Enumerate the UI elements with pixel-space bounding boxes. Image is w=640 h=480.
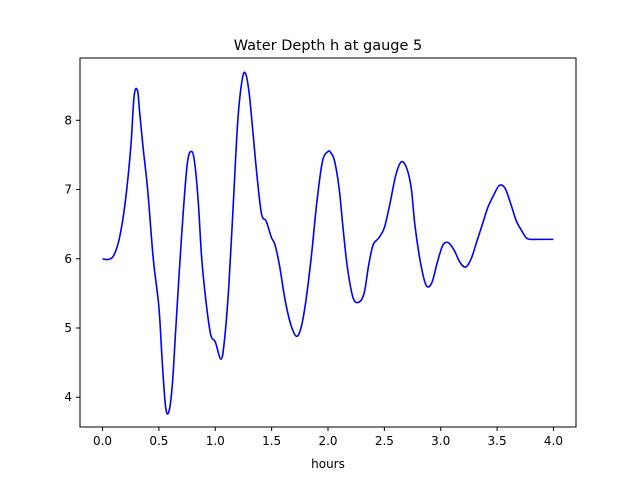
x-axis-label: hours <box>311 457 345 471</box>
x-tick-label: 2.0 <box>318 434 337 448</box>
x-tick-label: 1.0 <box>206 434 225 448</box>
x-tick-label: 3.0 <box>431 434 450 448</box>
y-tick-label: 4 <box>64 390 72 404</box>
plot-area <box>102 71 554 415</box>
chart-title: Water Depth h at gauge 5 <box>234 38 422 54</box>
series-line-0 <box>102 71 554 415</box>
x-tick-label: 2.5 <box>375 434 394 448</box>
x-tick-label: 0.5 <box>149 434 168 448</box>
x-axis: 0.0 0.5 1.0 1.5 2.0 2.5 3.0 3.5 4.0 <box>93 427 563 448</box>
x-tick-label: 1.5 <box>262 434 281 448</box>
x-tick-label: 4.0 <box>544 434 563 448</box>
x-tick-label: 0.0 <box>93 434 112 448</box>
axes-frame <box>79 57 577 428</box>
y-tick-label: 6 <box>64 252 72 266</box>
y-tick-label: 8 <box>64 113 72 127</box>
x-tick-label: 3.5 <box>488 434 507 448</box>
y-axis: 4 5 6 7 8 <box>64 113 80 404</box>
y-tick-label: 7 <box>64 183 72 197</box>
y-tick-label: 5 <box>64 321 72 335</box>
